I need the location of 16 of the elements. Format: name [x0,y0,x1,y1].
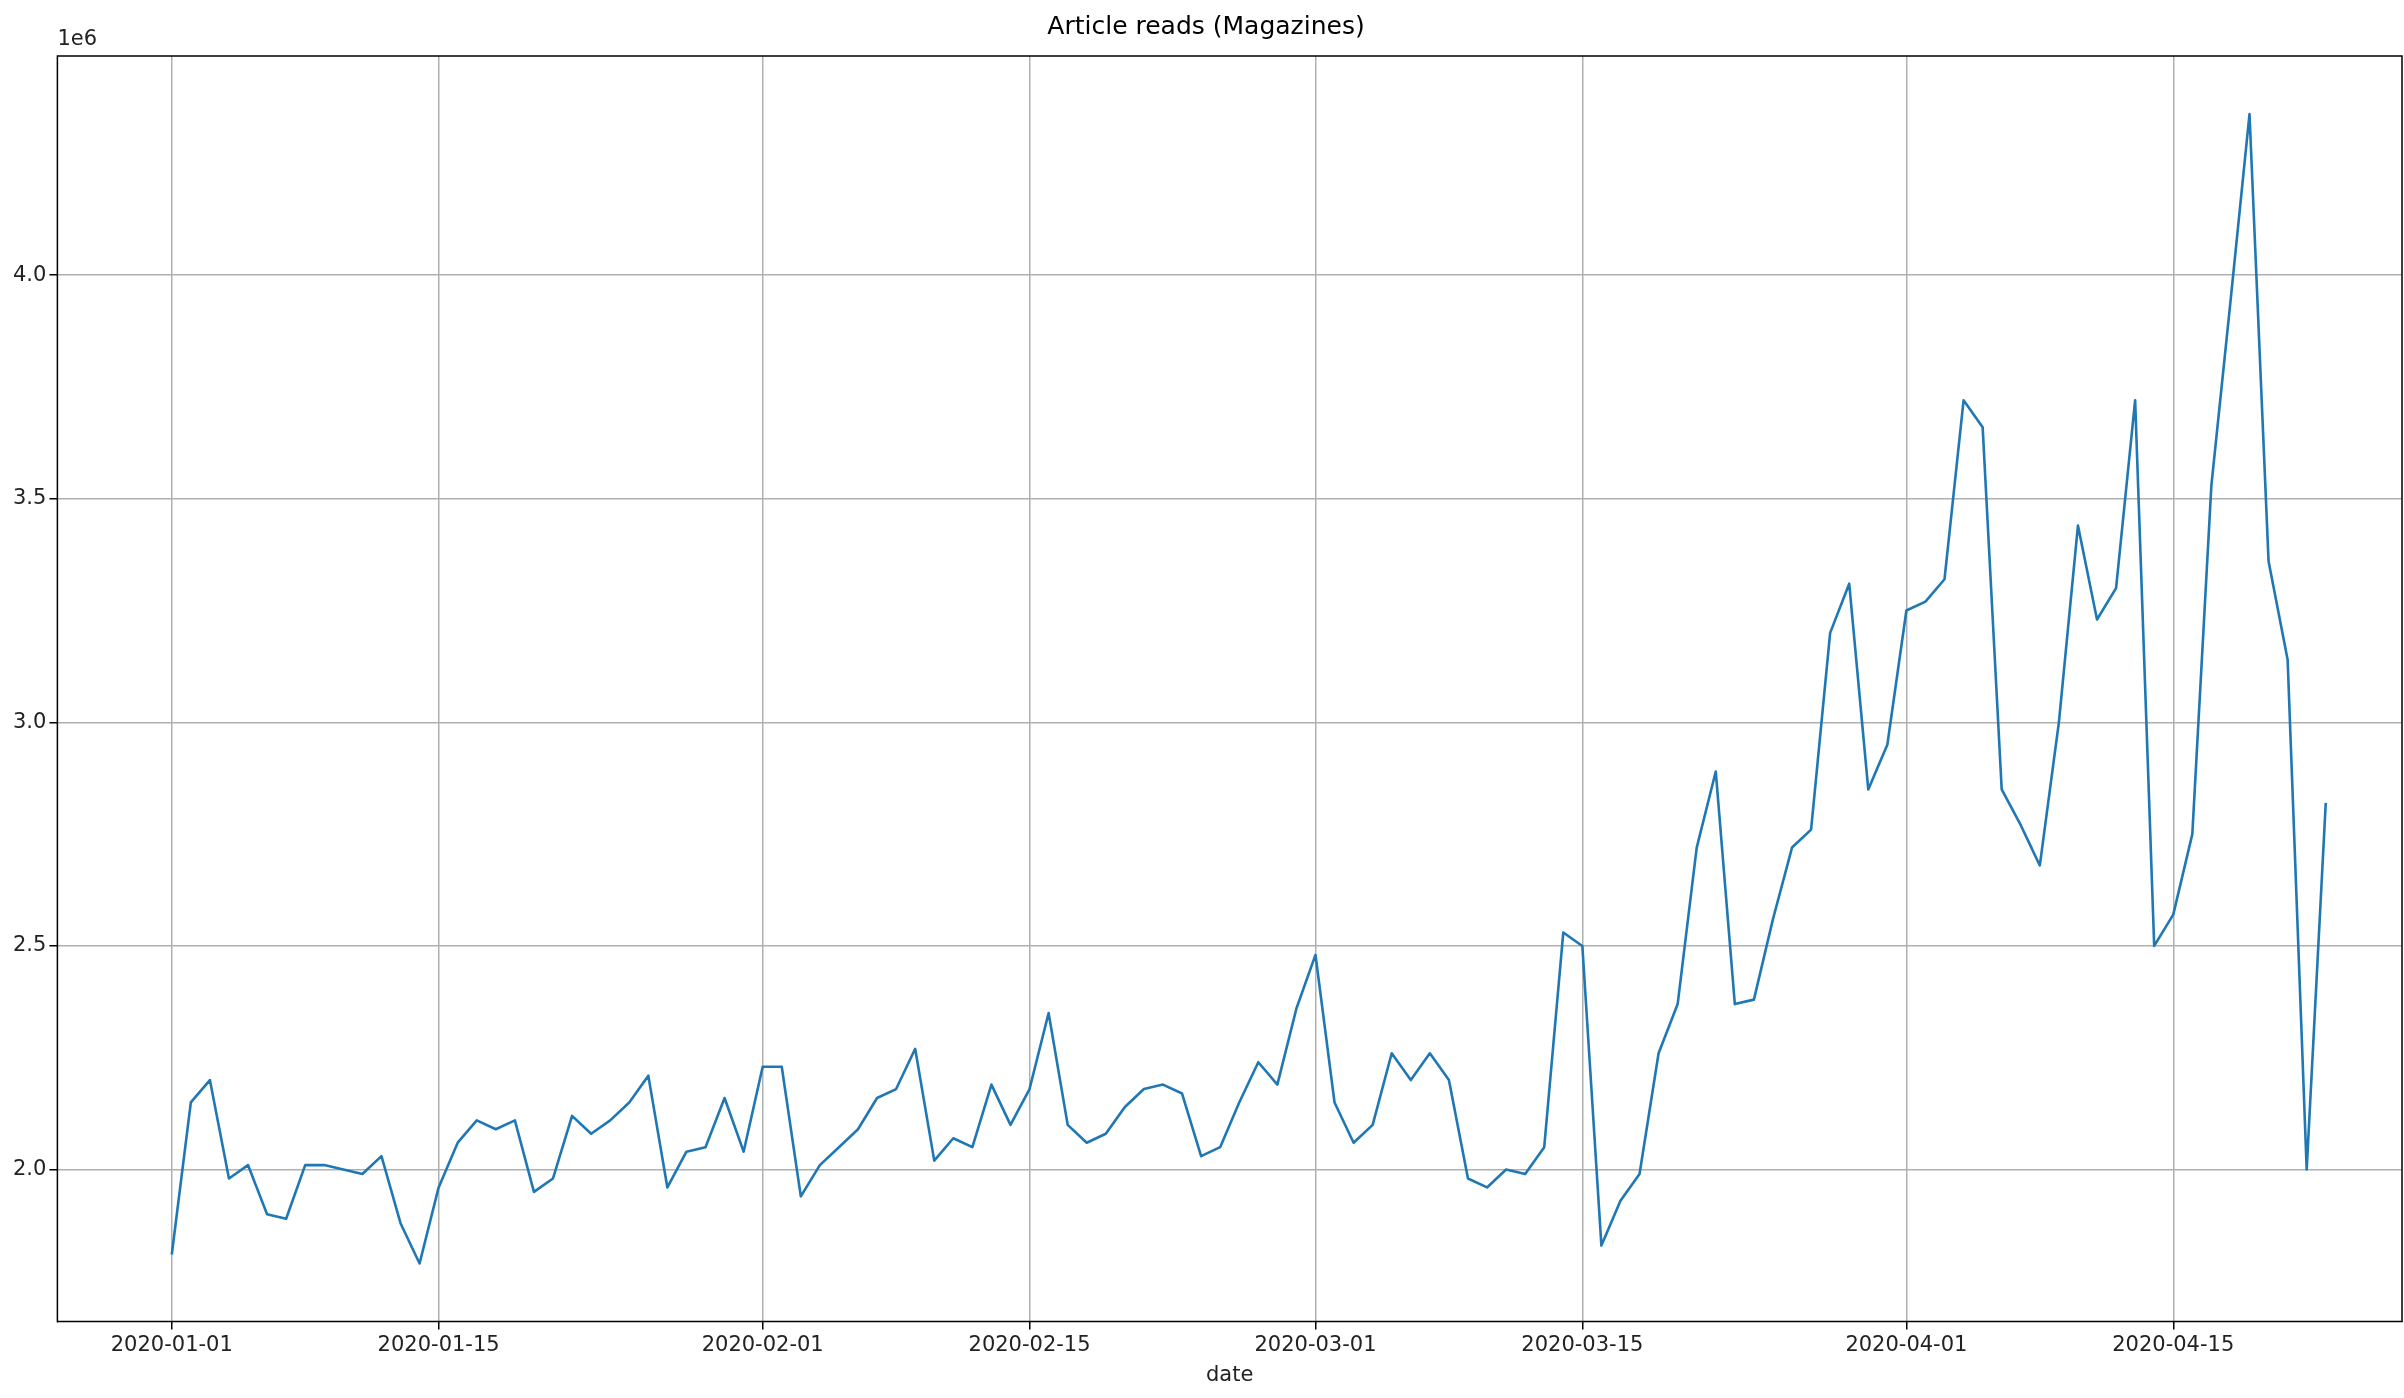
y-tick-label: 3.0 [12,708,47,733]
text: 1e6 [57,25,98,50]
y-tick-label: 3.5 [12,485,47,510]
x-tick-label: 2020-02-15 [968,1331,1091,1356]
x-tick-label: 2020-03-01 [1254,1331,1377,1356]
x-tick-label: 2020-03-15 [1521,1331,1644,1356]
chart-title: Article reads (Magazines) [1047,10,1365,40]
x-tick-label: 2020-04-01 [1845,1331,1968,1356]
x-tick-label: 2020-04-15 [2112,1331,2235,1356]
x-tick-label: 2020-01-15 [377,1331,500,1356]
y-tick-label: 4.0 [12,261,47,286]
x-tick-label: 2020-02-01 [701,1331,824,1356]
x-axis-title: date [1206,1361,1254,1386]
y-tick-label: 2.5 [12,932,47,957]
x-tick-label: 2020-01-01 [110,1331,233,1356]
y-tick-label: 2.0 [12,1156,47,1180]
